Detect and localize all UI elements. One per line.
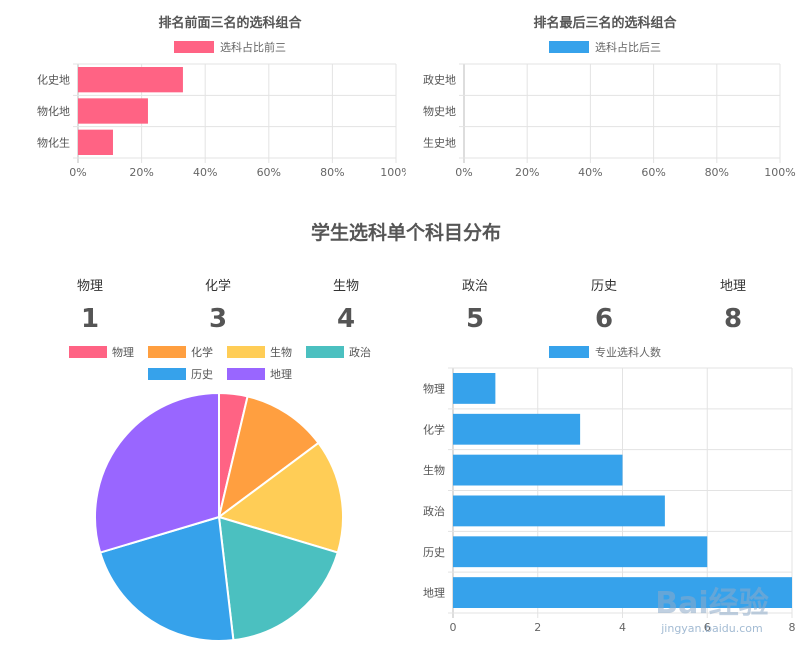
x-tick-label: 80% xyxy=(320,166,344,179)
subject-bar-5 xyxy=(453,577,792,608)
legend-label: 化学 xyxy=(191,346,213,359)
x-tick-label: 80% xyxy=(705,166,729,179)
stat-chemistry: 化学 3 xyxy=(178,275,258,334)
x-tick-label: 0% xyxy=(69,166,86,179)
stat-value: 5 xyxy=(465,304,485,334)
legend-label: 选科占比前三 xyxy=(220,41,286,54)
x-tick-label: 6 xyxy=(704,621,711,634)
legend-swatch xyxy=(174,41,214,53)
legend-label: 生物 xyxy=(270,346,292,359)
subject-bar-4 xyxy=(453,536,708,568)
top-chart-legend[interactable]: 选科占比前三 xyxy=(80,39,380,55)
x-tick-label: 0% xyxy=(455,166,472,179)
y-tick-label: 物化生 xyxy=(37,135,70,149)
top-combo-bar-0 xyxy=(78,67,183,93)
pie-legend-item[interactable]: 地理 xyxy=(227,366,292,382)
x-tick-label: 40% xyxy=(578,166,602,179)
y-tick-label: 化史地 xyxy=(37,73,70,87)
stat-label: 化学 xyxy=(204,279,231,294)
legend-label: 地理 xyxy=(270,368,292,381)
stat-politics: 政治 5 xyxy=(435,275,515,334)
legend-swatch xyxy=(549,346,589,358)
legend-label: 政治 xyxy=(349,346,371,359)
legend-label: 选科占比后三 xyxy=(595,41,661,54)
stat-value: 4 xyxy=(336,304,356,334)
top-chart-title: 排名前面三名的选科组合 xyxy=(158,16,302,31)
y-tick-label: 地理 xyxy=(423,587,445,600)
subject-bar-2 xyxy=(453,454,623,486)
pie-slice-1 xyxy=(217,395,320,520)
x-tick-label: 8 xyxy=(789,621,796,634)
legend-label: 历史 xyxy=(191,368,213,381)
pie-slice-3 xyxy=(217,515,340,642)
stat-value: 3 xyxy=(208,304,228,334)
pie-slice-4 xyxy=(98,515,235,642)
pie-legend-item[interactable]: 生物 xyxy=(227,344,292,360)
y-tick-label: 化学 xyxy=(423,422,445,436)
x-tick-label: 2 xyxy=(534,621,541,634)
legend-swatch xyxy=(549,41,589,53)
subject-bar-3 xyxy=(453,495,665,527)
legend-swatch xyxy=(227,368,265,380)
subject-bar-0 xyxy=(453,373,496,404)
subject-pie-chart xyxy=(94,391,344,642)
x-tick-label: 60% xyxy=(641,166,665,179)
watermark: Bai经验 jingyan.baidu.com xyxy=(622,578,802,635)
y-tick-label: 政史地 xyxy=(423,73,456,87)
pie-legend-item[interactable]: 历史 xyxy=(148,366,213,382)
pie-slice-5 xyxy=(94,391,220,554)
stat-value: 6 xyxy=(594,304,614,334)
x-tick-label: 4 xyxy=(619,621,626,634)
stat-physics: 物理 1 xyxy=(50,275,130,334)
top-combo-bar-1 xyxy=(78,98,148,124)
stat-value: 8 xyxy=(723,304,743,334)
stat-label: 生物 xyxy=(332,279,359,294)
stat-label: 地理 xyxy=(719,279,746,294)
pie-legend-item[interactable]: 化学 xyxy=(148,344,213,360)
legend-swatch xyxy=(69,346,107,358)
y-tick-label: 政治 xyxy=(423,504,445,518)
legend-swatch xyxy=(306,346,344,358)
x-tick-label: 20% xyxy=(515,166,539,179)
stat-history: 历史 6 xyxy=(564,275,644,334)
legend-swatch xyxy=(148,368,186,380)
x-tick-label: 20% xyxy=(129,166,153,179)
subject-bar-legend[interactable]: 专业选科人数 xyxy=(455,344,755,360)
stat-label: 物理 xyxy=(76,279,103,294)
pie-legend-item[interactable]: 物理 xyxy=(69,344,134,360)
y-tick-label: 历史 xyxy=(423,546,445,559)
stat-biology: 生物 4 xyxy=(306,275,386,334)
x-tick-label: 100% xyxy=(764,166,795,179)
pie-legend-item[interactable]: 政治 xyxy=(306,344,371,360)
legend-swatch xyxy=(148,346,186,358)
x-tick-label: 0 xyxy=(450,621,457,634)
top-combo-bar-2 xyxy=(78,129,113,155)
stat-label: 历史 xyxy=(590,279,617,294)
x-tick-label: 40% xyxy=(193,166,217,179)
legend-swatch xyxy=(227,346,265,358)
bottom-three-chart-legend[interactable]: 选科占比后三 xyxy=(455,39,755,55)
stat-label: 政治 xyxy=(461,279,488,294)
y-tick-label: 物化地 xyxy=(37,104,70,118)
watermark-logo: Bai经验 xyxy=(655,586,769,621)
x-tick-label: 100% xyxy=(380,166,406,179)
y-tick-label: 物史地 xyxy=(423,104,456,118)
section-title: 学生选科单个科目分布 xyxy=(310,222,501,244)
x-tick-label: 60% xyxy=(257,166,281,179)
pie-slice-2 xyxy=(216,441,344,554)
bottom-three-chart-title: 排名最后三名的选科组合 xyxy=(533,16,677,31)
stat-value: 1 xyxy=(80,304,100,334)
pie-legend: 物理 化学 生物 政治历史 地理 xyxy=(35,344,405,382)
y-tick-label: 生物 xyxy=(423,463,445,477)
subject-bar-1 xyxy=(453,413,581,445)
legend-label: 专业选科人数 xyxy=(595,346,661,359)
stat-geography: 地理 8 xyxy=(693,275,773,334)
watermark-url: jingyan.baidu.com xyxy=(661,622,763,635)
legend-label: 物理 xyxy=(112,346,134,359)
y-tick-label: 生史地 xyxy=(423,135,456,149)
y-tick-label: 物理 xyxy=(423,381,445,395)
